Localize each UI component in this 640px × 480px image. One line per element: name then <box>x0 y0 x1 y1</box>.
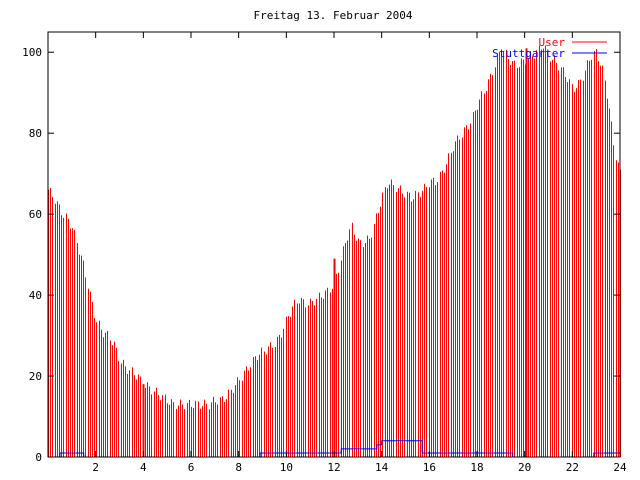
x-tick-label: 12 <box>327 461 340 474</box>
y-tick-label: 60 <box>29 208 42 221</box>
x-tick-label: 22 <box>566 461 579 474</box>
x-tick-label: 2 <box>92 461 99 474</box>
y-tick-label: 0 <box>35 451 42 464</box>
y-tick-label: 100 <box>22 46 42 59</box>
x-tick-label: 20 <box>518 461 531 474</box>
x-tick-label: 16 <box>423 461 436 474</box>
stuttgarter-line <box>48 440 620 458</box>
x-tick-label: 10 <box>280 461 293 474</box>
legend: User Stuttgarter <box>492 36 607 60</box>
x-tick-label: 4 <box>140 461 147 474</box>
y-tick-label: 80 <box>29 127 42 140</box>
chart-title: Freitag 13. Februar 2004 <box>254 9 413 22</box>
x-tick-label: 18 <box>470 461 483 474</box>
y-tick-label: 40 <box>29 289 42 302</box>
x-tick-label: 8 <box>235 461 242 474</box>
legend-label-user: User <box>539 36 566 49</box>
stuttgarter-line-group <box>48 440 620 458</box>
user-bars <box>48 45 621 457</box>
y-tick-label: 20 <box>29 370 42 383</box>
x-tick-label: 14 <box>375 461 389 474</box>
x-tick-label: 24 <box>613 461 627 474</box>
x-tick-label: 6 <box>188 461 195 474</box>
legend-label-stuttgarter: Stuttgarter <box>492 47 565 60</box>
